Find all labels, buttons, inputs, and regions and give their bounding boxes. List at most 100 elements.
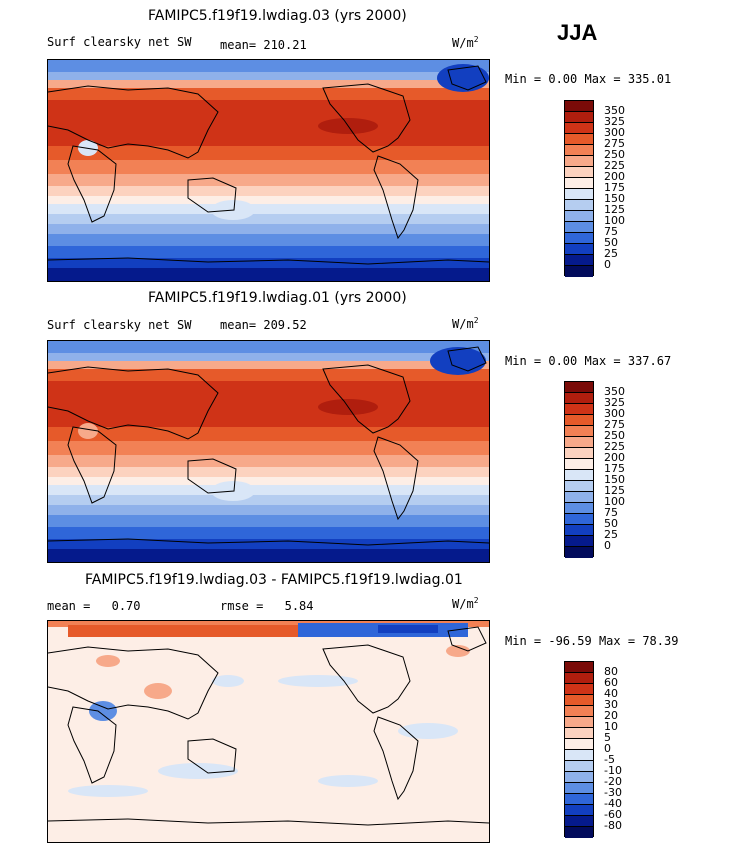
panel-2-map-svg xyxy=(48,341,489,562)
colorbar-cell xyxy=(565,448,593,459)
colorbar-cell xyxy=(565,437,593,448)
panel-2-mean: mean= 209.52 xyxy=(220,318,307,332)
colorbar-tick-label: 30 xyxy=(604,698,618,711)
panel-2-map xyxy=(47,340,490,563)
colorbar-cell xyxy=(565,684,593,695)
colorbar-cell xyxy=(565,459,593,470)
panel-1-mean-label: mean= xyxy=(220,38,257,52)
panel-2-units-exp: 2 xyxy=(473,316,479,325)
colorbar-tick-label: 250 xyxy=(604,148,625,161)
colorbar-tick-label: 350 xyxy=(604,104,625,117)
colorbar-cell xyxy=(565,189,593,200)
panel-3-map-svg xyxy=(48,621,489,842)
colorbar-cell xyxy=(565,255,593,266)
panel-1-minmax: Min = 0.00 Max = 335.01 xyxy=(505,72,671,86)
colorbar-cell xyxy=(565,717,593,728)
colorbar-cell xyxy=(565,761,593,772)
panel-1-units-exp: 2 xyxy=(473,35,479,44)
panel-3-map xyxy=(47,620,490,843)
panel-1-mean: mean= 210.21 xyxy=(220,38,307,52)
panel-3-units-exp: 2 xyxy=(473,596,479,605)
colorbar-cell xyxy=(565,266,593,277)
panel-1-variable: Surf clearsky net SW xyxy=(47,35,192,49)
panel-1-mean-value: 210.21 xyxy=(263,38,307,52)
colorbar-tick-label: 275 xyxy=(604,418,625,431)
colorbar-cell xyxy=(565,404,593,415)
colorbar-tick-label: 60 xyxy=(604,676,618,689)
panel-1-min-value: 0.00 xyxy=(548,72,578,86)
colorbar-tick-label: 40 xyxy=(604,687,618,700)
panel-3-units: W/m2 xyxy=(452,596,479,611)
panel-2-variable: Surf clearsky net SW xyxy=(47,318,192,332)
colorbar-cell xyxy=(565,728,593,739)
panel-2-units-base: W/m xyxy=(452,317,474,331)
panel-3-max-value: 78.39 xyxy=(642,634,679,648)
panel-2-colorbar xyxy=(564,381,594,558)
colorbar-cell xyxy=(565,514,593,525)
colorbar-cell xyxy=(565,536,593,547)
colorbar-cell xyxy=(565,481,593,492)
colorbar-tick-label: 225 xyxy=(604,159,625,172)
panel-1-title: FAMIPC5.f19f19.lwdiag.03 (yrs 2000) xyxy=(148,8,407,24)
colorbar-tick-label: 125 xyxy=(604,203,625,216)
colorbar-tick-label: 75 xyxy=(604,225,618,238)
panel-3-minmax: Min = -96.59 Max = 78.39 xyxy=(505,634,678,648)
colorbar-tick-label: 20 xyxy=(604,709,618,722)
panel-3-min-value: -96.59 xyxy=(548,634,592,648)
colorbar-tick-label: 150 xyxy=(604,192,625,205)
colorbar-tick-label: -60 xyxy=(604,808,622,821)
colorbar-cell xyxy=(565,426,593,437)
colorbar-tick-label: -30 xyxy=(604,786,622,799)
colorbar-cell xyxy=(565,492,593,503)
panel-3-rmse: rmse = 5.84 xyxy=(220,599,314,613)
colorbar-tick-label: 225 xyxy=(604,440,625,453)
colorbar-cell xyxy=(565,112,593,123)
colorbar-cell xyxy=(565,233,593,244)
colorbar-cell xyxy=(565,211,593,222)
colorbar-cell xyxy=(565,706,593,717)
colorbar-cell xyxy=(565,393,593,404)
panel-2-min-label: Min = xyxy=(505,354,542,368)
colorbar-cell xyxy=(565,156,593,167)
colorbar-cell xyxy=(565,816,593,827)
panel-3-max-label: Max = xyxy=(598,634,636,648)
colorbar-cell xyxy=(565,772,593,783)
colorbar-cell xyxy=(565,101,593,112)
colorbar-cell xyxy=(565,123,593,134)
colorbar-tick-label: 325 xyxy=(604,115,625,128)
colorbar-tick-label: 5 xyxy=(604,731,611,744)
colorbar-tick-label: 325 xyxy=(604,396,625,409)
colorbar-tick-label: -20 xyxy=(604,775,622,788)
colorbar-tick-label: -80 xyxy=(604,819,622,832)
colorbar-cell xyxy=(565,739,593,750)
panel-2-minmax: Min = 0.00 Max = 337.67 xyxy=(505,354,671,368)
colorbar-tick-label: 125 xyxy=(604,484,625,497)
colorbar-tick-label: 275 xyxy=(604,137,625,150)
panel-3-units-base: W/m xyxy=(452,597,474,611)
colorbar-cell xyxy=(565,662,593,673)
colorbar-cell xyxy=(565,382,593,393)
colorbar-tick-label: 75 xyxy=(604,506,618,519)
colorbar-cell xyxy=(565,200,593,211)
panel-1-colorbar xyxy=(564,100,594,277)
colorbar-tick-label: 80 xyxy=(604,665,618,678)
colorbar-tick-label: 150 xyxy=(604,473,625,486)
colorbar-cell xyxy=(565,794,593,805)
panel-3-min-label: Min = xyxy=(505,634,542,648)
colorbar-tick-label: 200 xyxy=(604,451,625,464)
panel-3-mean-label: mean = xyxy=(47,599,91,613)
panel-1-map xyxy=(47,59,490,282)
colorbar-cell xyxy=(565,547,593,558)
panel-2-max-value: 337.67 xyxy=(627,354,672,368)
colorbar-cell xyxy=(565,783,593,794)
colorbar-cell xyxy=(565,178,593,189)
colorbar-tick-label: 0 xyxy=(604,539,611,552)
panel-3-mean: mean = 0.70 xyxy=(47,599,141,613)
panel-2-min-value: 0.00 xyxy=(548,354,578,368)
colorbar-tick-label: 300 xyxy=(604,126,625,139)
colorbar-cell xyxy=(565,503,593,514)
panel-1-min-label: Min = xyxy=(505,72,542,86)
colorbar-cell xyxy=(565,673,593,684)
colorbar-tick-label: -5 xyxy=(604,753,615,766)
colorbar-tick-label: 175 xyxy=(604,462,625,475)
